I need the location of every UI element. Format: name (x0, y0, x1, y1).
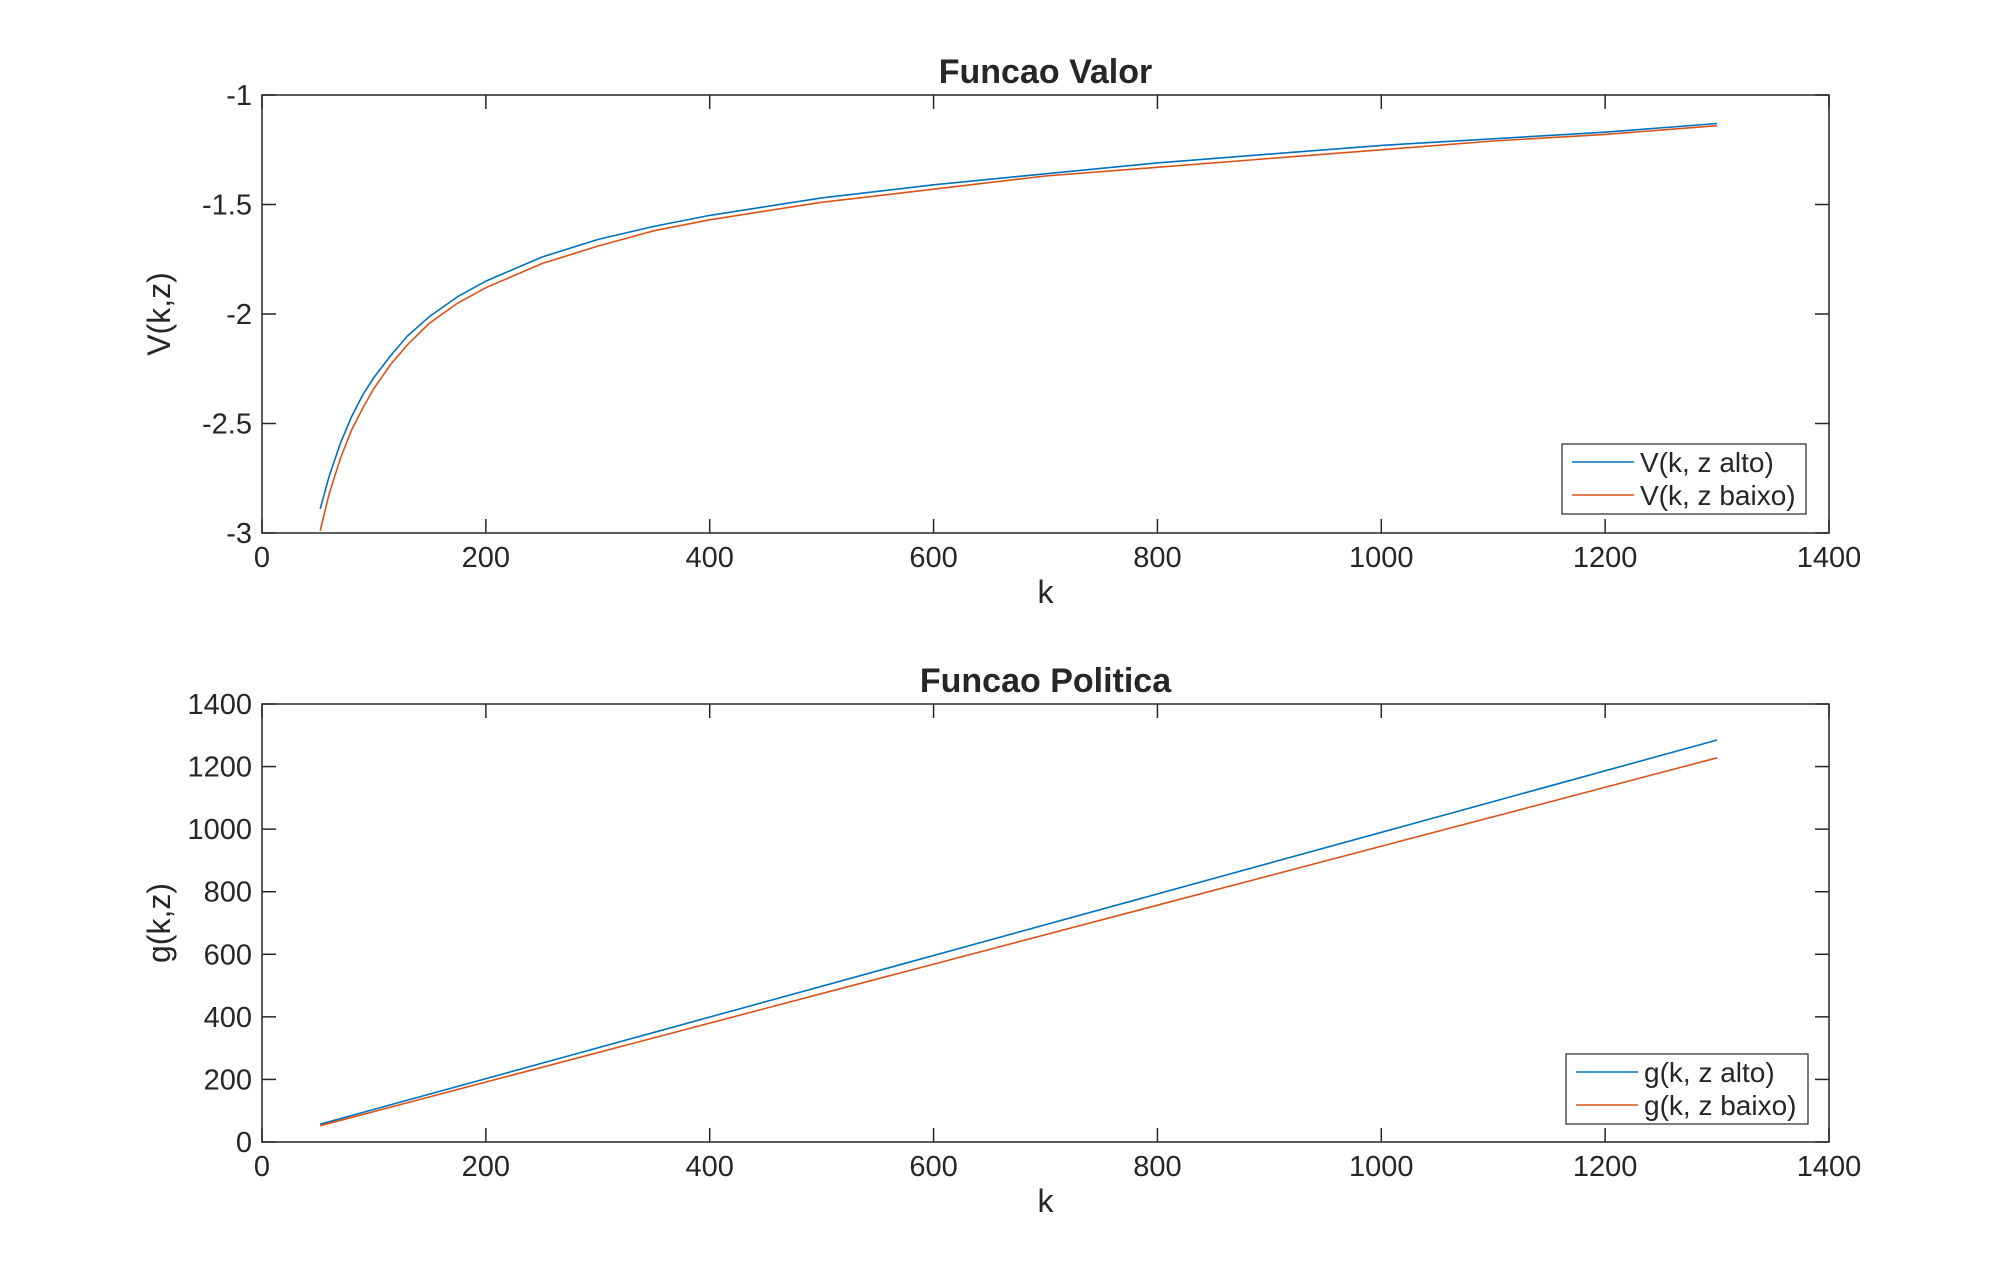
series-line-1 (319, 124, 1718, 531)
x-tick-label: 800 (1133, 542, 1181, 574)
chart-panel-0: 0 200 400 600 800 1000 1200 1400 -3 -2.5 -2 -1.5 -1 F… (141, 53, 1861, 610)
legend-box (1565, 1053, 1809, 1125)
y-axis-label: g(k,z) (141, 883, 177, 963)
legend-label-1: V(k, z baixo) (1640, 480, 1796, 511)
legend-label-0: g(k, z alto) (1644, 1057, 1775, 1088)
y-tick-label: 600 (204, 939, 252, 971)
x-tick-label: 1400 (1797, 1151, 1862, 1183)
series-line-0 (319, 122, 1718, 510)
y-tick-label: 1000 (187, 814, 252, 846)
y-tick-label: 0 (236, 1127, 252, 1159)
x-axis-label: k (1038, 1183, 1055, 1219)
y-tick-label: 1400 (187, 689, 252, 721)
x-tick-label: 400 (686, 1151, 734, 1183)
x-tick-label: 1400 (1797, 542, 1862, 574)
series-line-0 (319, 739, 1718, 1125)
y-axis-label: V(k,z) (141, 272, 177, 356)
chart-title: Funcao Politica (920, 662, 1172, 700)
x-tick-label: 0 (254, 542, 270, 574)
y-tick-label: -2.5 (202, 409, 252, 441)
legend-label-0: V(k, z alto) (1640, 447, 1774, 478)
chart-panel-1: 0 200 400 600 800 1000 1200 1400 0 200 400 600 800 10… (141, 662, 1861, 1219)
chart-title: Funcao Valor (939, 53, 1153, 91)
y-tick-label: -1.5 (202, 190, 252, 222)
x-axis-label: k (1038, 574, 1055, 610)
y-tick-label: -2 (226, 299, 252, 331)
x-tick-label: 200 (462, 1151, 510, 1183)
y-tick-label: -3 (226, 518, 252, 550)
y-tick-label: 800 (204, 877, 252, 909)
y-tick-label: 1200 (187, 752, 252, 784)
series-line-1 (319, 757, 1718, 1127)
x-tick-label: 1200 (1573, 1151, 1638, 1183)
x-tick-label: 600 (909, 542, 957, 574)
x-tick-label: 800 (1133, 1151, 1181, 1183)
x-tick-label: 0 (254, 1151, 270, 1183)
y-tick-label: -1 (226, 80, 252, 112)
x-tick-label: 1000 (1349, 1151, 1414, 1183)
legend-box (1561, 443, 1807, 515)
x-tick-label: 200 (462, 542, 510, 574)
x-tick-label: 400 (686, 542, 734, 574)
y-tick-label: 200 (204, 1064, 252, 1096)
legend-label-1: g(k, z baixo) (1644, 1090, 1797, 1121)
x-tick-label: 1200 (1573, 542, 1638, 574)
x-tick-label: 1000 (1349, 542, 1414, 574)
x-tick-label: 600 (909, 1151, 957, 1183)
y-tick-label: 400 (204, 1002, 252, 1034)
